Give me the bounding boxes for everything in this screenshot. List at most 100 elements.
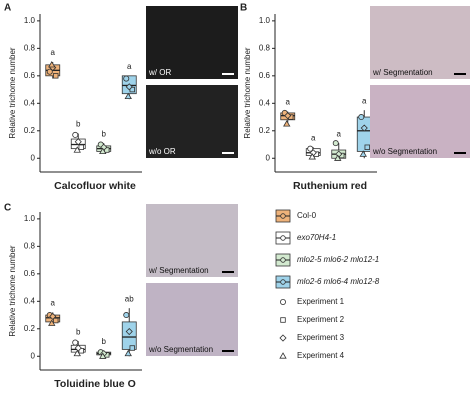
micrograph [370,85,470,158]
data-point [125,327,133,336]
y-tick-label: 1.0 [24,214,36,223]
x-axis-title: Toluidine blue O [54,378,135,390]
scale-bar [454,152,466,154]
data-point [73,349,81,357]
data-point [123,75,130,82]
y-tick-label: 1.0 [24,16,36,25]
significance-letter: ab [125,294,134,303]
y-tick-label: 0.2 [24,126,36,135]
scale-bar [222,73,234,75]
significance-letter: a [51,48,56,57]
data-point [49,312,57,320]
data-point [364,144,370,150]
micrograph [146,283,238,356]
data-point [99,147,107,154]
data-point [48,319,56,326]
y-tick-label: 0.4 [259,98,271,107]
data-point [129,345,135,351]
legend-label: exo70H4-1 [297,233,336,242]
significance-letter: b [102,337,107,346]
image-caption: w/ Segmentation [148,266,209,275]
legend-label: Experiment 2 [297,315,345,324]
image-caption: w/ OR [148,68,171,77]
y-tick-label: 0.6 [24,269,36,278]
micrograph [146,6,238,79]
significance-letter: a [286,98,291,107]
image-caption: w/ Segmentation [372,68,433,77]
y-tick-label: 0.4 [24,296,36,305]
legend-label: Experiment 3 [297,333,345,342]
legend-marker [279,298,286,305]
data-point [78,144,84,150]
y-tick-label: 0 [31,153,36,162]
significance-letter: b [102,129,107,138]
scale-bar [454,73,466,75]
image-caption: w/o OR [148,147,176,156]
y-tick-label: 0.6 [24,71,36,80]
scale-bar [222,152,234,154]
y-tick-label: 0 [266,153,271,162]
data-point [308,153,316,160]
data-point [334,154,342,161]
y-axis-title: Relative trichome number [8,245,17,336]
legend-marker [279,352,287,359]
significance-letter: b [76,327,81,336]
data-point [125,83,133,91]
significance-letter: a [337,129,342,138]
y-tick-label: 0.6 [259,71,271,80]
data-point [283,120,291,127]
data-point [46,68,53,75]
data-point [53,317,59,324]
image-caption: w/o Segmentation [148,345,213,354]
data-point [332,140,339,147]
data-point [124,349,132,357]
significance-letter: a [311,133,316,142]
y-axis-title: Relative trichome number [243,47,252,138]
legend-swatch-point [280,213,286,219]
legend-label: Experiment 1 [297,297,345,306]
micrograph [146,204,238,277]
panel-label: B [240,3,247,14]
legend-label: Experiment 4 [297,351,345,360]
legend-swatch-point [280,279,286,285]
significance-letter: a [127,62,132,71]
legend-label: mlo2-6 mlo6-4 mlo12-8 [297,277,380,286]
data-point [360,124,368,132]
image-caption: w/o Segmentation [372,147,437,156]
legend-swatch-point [280,235,286,241]
y-tick-label: 0 [31,351,36,360]
data-point [123,312,130,319]
micrograph [370,6,470,79]
data-point [124,92,132,100]
data-point [72,339,79,346]
data-point [53,73,59,79]
scale-bar [222,350,234,352]
data-point [99,352,107,359]
y-tick-label: 0.2 [259,126,271,135]
data-point [72,131,79,138]
y-tick-label: 0.4 [24,98,36,107]
y-tick-label: 0.2 [24,324,36,333]
box [121,321,137,350]
scale-bar [222,271,234,273]
data-point [307,145,314,152]
panel-label: A [4,3,11,14]
significance-letter: a [362,96,367,105]
y-tick-label: 0.8 [24,241,36,250]
legend-label: mlo2-5 mlo6-2 mlo12-1 [297,255,379,264]
data-point [359,150,367,157]
data-point [48,61,56,68]
y-tick-label: 0.8 [259,43,271,52]
legend-label: Col-0 [297,211,317,220]
y-tick-label: 0.8 [24,43,36,52]
micrograph [146,85,238,158]
panel-label: C [4,203,11,214]
legend-swatch-point [280,257,286,263]
data-point [358,114,365,121]
x-axis-title: Calcofluor white [54,180,136,192]
data-point [73,146,81,153]
data-point [74,344,82,352]
legend-marker [279,334,287,342]
y-axis-title: Relative trichome number [8,47,17,138]
